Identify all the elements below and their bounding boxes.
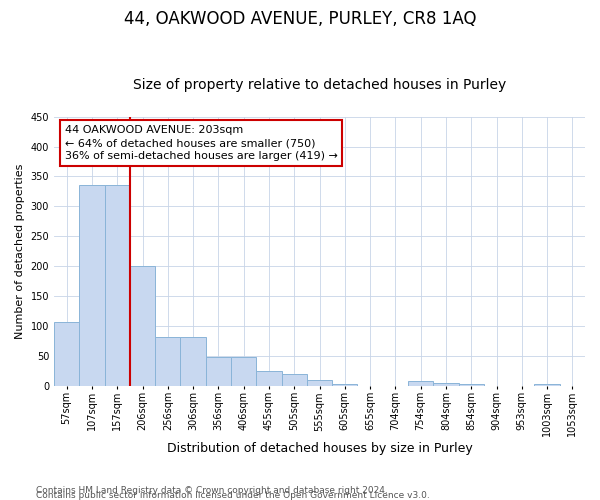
Bar: [256, 370, 281, 386]
Bar: [231, 358, 256, 386]
Bar: [181, 336, 206, 386]
Bar: [535, 384, 560, 386]
Text: Contains public sector information licensed under the Open Government Licence v3: Contains public sector information licen…: [36, 491, 430, 500]
Text: 44 OAKWOOD AVENUE: 203sqm
← 64% of detached houses are smaller (750)
36% of semi: 44 OAKWOOD AVENUE: 203sqm ← 64% of detac…: [65, 125, 338, 161]
Bar: [433, 382, 458, 386]
Text: 44, OAKWOOD AVENUE, PURLEY, CR8 1AQ: 44, OAKWOOD AVENUE, PURLEY, CR8 1AQ: [124, 10, 476, 28]
Bar: [307, 380, 332, 386]
Title: Size of property relative to detached houses in Purley: Size of property relative to detached ho…: [133, 78, 506, 92]
Bar: [332, 384, 358, 386]
Y-axis label: Number of detached properties: Number of detached properties: [15, 164, 25, 339]
Bar: [458, 384, 484, 386]
Text: Contains HM Land Registry data © Crown copyright and database right 2024.: Contains HM Land Registry data © Crown c…: [36, 486, 388, 495]
X-axis label: Distribution of detached houses by size in Purley: Distribution of detached houses by size …: [167, 442, 472, 455]
Bar: [104, 186, 130, 386]
Bar: [130, 266, 155, 386]
Bar: [408, 380, 433, 386]
Bar: [155, 336, 181, 386]
Bar: [281, 374, 307, 386]
Bar: [54, 322, 79, 386]
Bar: [79, 186, 104, 386]
Bar: [206, 358, 231, 386]
